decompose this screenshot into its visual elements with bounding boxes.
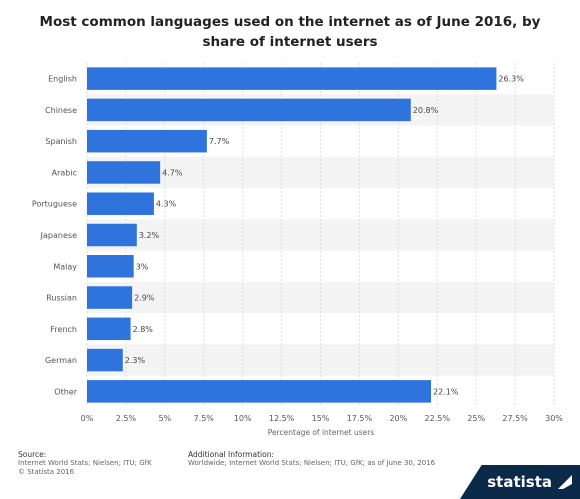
value-label: 7.7%: [209, 137, 230, 146]
bar-portuguese: [87, 192, 154, 215]
statista-arrow-icon: [558, 475, 572, 489]
bar-german: [87, 348, 123, 372]
x-tick-label: 5%: [158, 414, 171, 423]
x-tick-label: 7.5%: [194, 414, 215, 423]
category-label: French: [50, 325, 77, 334]
bar-chinese: [87, 98, 411, 122]
value-label: 4.7%: [162, 168, 183, 177]
x-axis-label: Percentage of internet users: [268, 428, 375, 437]
value-label: 2.8%: [133, 325, 154, 334]
x-tick-label: 0%: [81, 414, 94, 423]
bar-malay: [87, 255, 134, 278]
value-label: 20.8%: [413, 106, 439, 115]
category-label: Spanish: [45, 137, 77, 146]
value-label: 26.3%: [498, 75, 524, 84]
bar-russian: [87, 286, 133, 309]
value-label: 2.9%: [134, 294, 155, 303]
category-label: Malay: [53, 262, 77, 271]
x-tick-label: 10%: [234, 414, 252, 423]
category-label: Japanese: [40, 231, 77, 240]
source-label: Source:: [18, 450, 47, 459]
bar-french: [87, 317, 131, 341]
value-label: 22.1%: [433, 387, 459, 396]
source-block: Source: Internet World Stats; Nielsen; I…: [18, 450, 152, 477]
bar-japanese: [87, 223, 137, 247]
bar-english: [87, 67, 497, 90]
category-label: Chinese: [45, 106, 77, 115]
copyright-line: © Statista 2016: [18, 468, 75, 476]
x-tick-label: 20%: [389, 414, 407, 423]
bar-other: [87, 380, 432, 403]
x-tick-label: 2.5%: [116, 414, 137, 423]
x-tick-label: 15%: [312, 414, 330, 423]
value-label: 3.2%: [139, 231, 160, 240]
category-label: English: [48, 75, 77, 84]
value-label: 4.3%: [156, 200, 177, 209]
x-tick-label: 17.5%: [347, 414, 373, 423]
x-tick-label: 30%: [545, 414, 563, 423]
bar-spanish: [87, 129, 207, 153]
category-label: Arabic: [52, 168, 77, 177]
chart-title: Most common languages used on the intern…: [39, 14, 541, 50]
x-tick-label: 22.5%: [425, 414, 451, 423]
category-label: Russian: [46, 294, 77, 303]
statista-logo-text: statista: [487, 473, 552, 491]
statista-brand-banner: [460, 465, 580, 499]
category-label: Other: [54, 387, 77, 396]
category-label: Portuguese: [32, 200, 77, 209]
value-label: 3%: [136, 262, 149, 271]
x-tick-label: 12.5%: [269, 414, 295, 423]
additional-info-label: Additional Information:: [188, 450, 274, 459]
x-tick-label: 25%: [467, 414, 485, 423]
additional-info-block: Additional Information: Worldwide; Inter…: [188, 450, 435, 468]
additional-info-text: Worldwide; Internet World Stats; Nielsen…: [188, 459, 436, 467]
source-line: Internet World Stats; Nielsen; ITU; GfK: [18, 459, 152, 467]
x-tick-label: 27.5%: [502, 414, 528, 423]
value-label: 2.3%: [125, 356, 146, 365]
bar-arabic: [87, 161, 161, 184]
category-label: German: [45, 356, 77, 365]
